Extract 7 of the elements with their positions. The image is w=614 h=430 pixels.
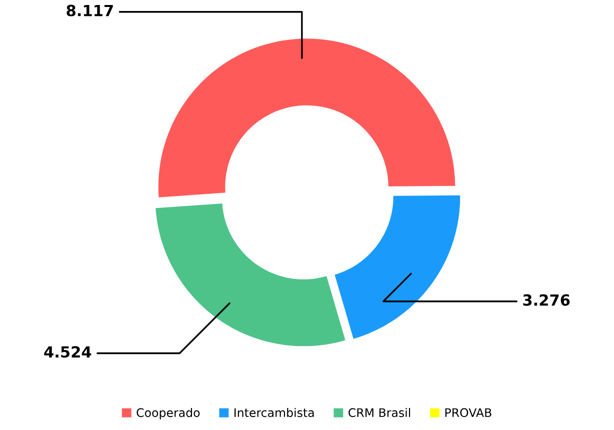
legend-label: CRM Brasil: [348, 408, 410, 418]
legend-label: PROVAB: [445, 408, 492, 418]
data-label: 4.524: [44, 346, 92, 358]
data-label: 8.117: [66, 4, 113, 16]
legend-label: Cooperado: [136, 408, 200, 420]
legend-label: Intercambista: [234, 408, 314, 418]
data-label: 3.276: [523, 294, 570, 306]
